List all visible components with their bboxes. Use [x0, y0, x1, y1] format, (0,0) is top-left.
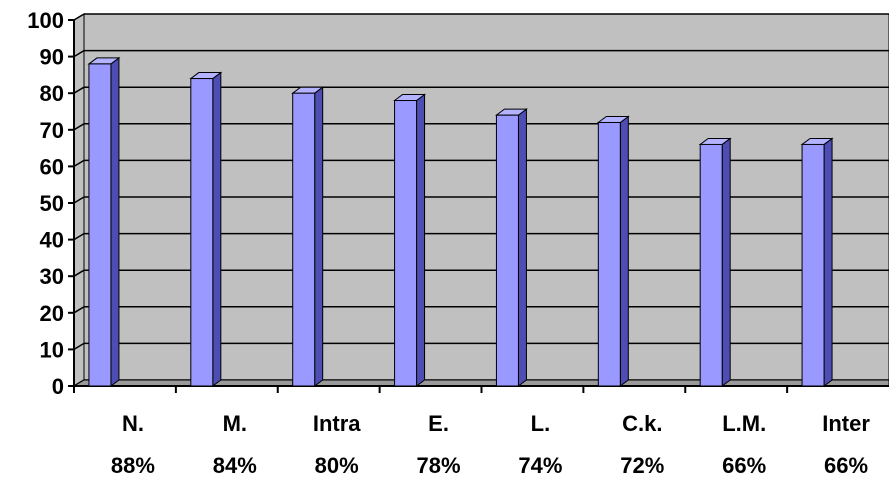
y-axis-tick-labels: 0 10 20 30 40 50 60 70 80 90 100 [27, 8, 64, 399]
bar-front [801, 143, 825, 387]
y-tick-label: 20 [40, 301, 64, 326]
x-category-value-label: 78% [417, 453, 461, 478]
gridline-side [73, 306, 85, 314]
x-category-value-label: 74% [518, 453, 562, 478]
y-tick-label: 50 [40, 191, 64, 216]
y-tick-label: 80 [40, 81, 64, 106]
x-category-label: Intra [313, 411, 361, 436]
x-category-label: N. [122, 411, 144, 436]
y-tick-label: 10 [40, 337, 64, 362]
gridline-side [73, 269, 85, 277]
gridline-side [73, 86, 85, 94]
y-tick-label: 30 [40, 264, 64, 289]
bar-side [212, 71, 222, 387]
bars [87, 56, 834, 387]
bar [596, 115, 630, 387]
y-tick-label: 100 [27, 8, 64, 33]
x-category-value-label: 88% [111, 453, 155, 478]
bar-side [416, 93, 426, 387]
bar-side [721, 137, 731, 387]
bar-side [314, 86, 324, 387]
x-category-label: E. [428, 411, 449, 436]
bar [698, 137, 732, 387]
y-tick-label: 0 [52, 374, 64, 399]
bar-front [699, 143, 723, 387]
x-category-label: L.M. [722, 411, 766, 436]
x-category-value-label: 72% [620, 453, 664, 478]
gridline-side [73, 232, 85, 241]
bar-side [110, 56, 120, 387]
y-tick-label: 40 [40, 228, 64, 253]
gridline-side [73, 342, 85, 351]
x-category-label: Inter [822, 411, 870, 436]
bar-front [394, 100, 418, 387]
bar-front [292, 92, 316, 387]
bar [189, 71, 223, 387]
bar [393, 93, 427, 387]
x-category-value-label: 84% [213, 453, 257, 478]
bar-front [597, 121, 621, 387]
bar [800, 137, 834, 387]
bar-side [619, 115, 629, 387]
bar [291, 86, 325, 387]
bar-side [517, 108, 527, 387]
gridline-side [73, 13, 85, 21]
x-category-value-label: 66% [722, 453, 766, 478]
y-tick-label: 90 [40, 45, 64, 70]
gridline-side [73, 123, 85, 131]
bar-side [823, 137, 833, 387]
gridline-side [73, 159, 85, 168]
x-category-value-label: 66% [824, 453, 868, 478]
x-axis-category-labels: N. 88% M. 84% Intra 80% E. 78% L. 74% C.k. 72% L.M. 6… [111, 411, 870, 478]
x-category-label: M. [223, 411, 247, 436]
x-category-value-label: 80% [315, 453, 359, 478]
x-category-label: C.k. [622, 411, 662, 436]
bar-front [190, 78, 214, 387]
gridline-side [73, 49, 85, 58]
bar [494, 108, 528, 387]
bar-front [495, 114, 519, 387]
bar-front [88, 63, 112, 387]
gridline-side [73, 196, 85, 204]
x-category-label: L. [531, 411, 551, 436]
y-tick-label: 70 [40, 118, 64, 143]
bar [87, 56, 121, 387]
y-tick-label: 60 [40, 154, 64, 179]
